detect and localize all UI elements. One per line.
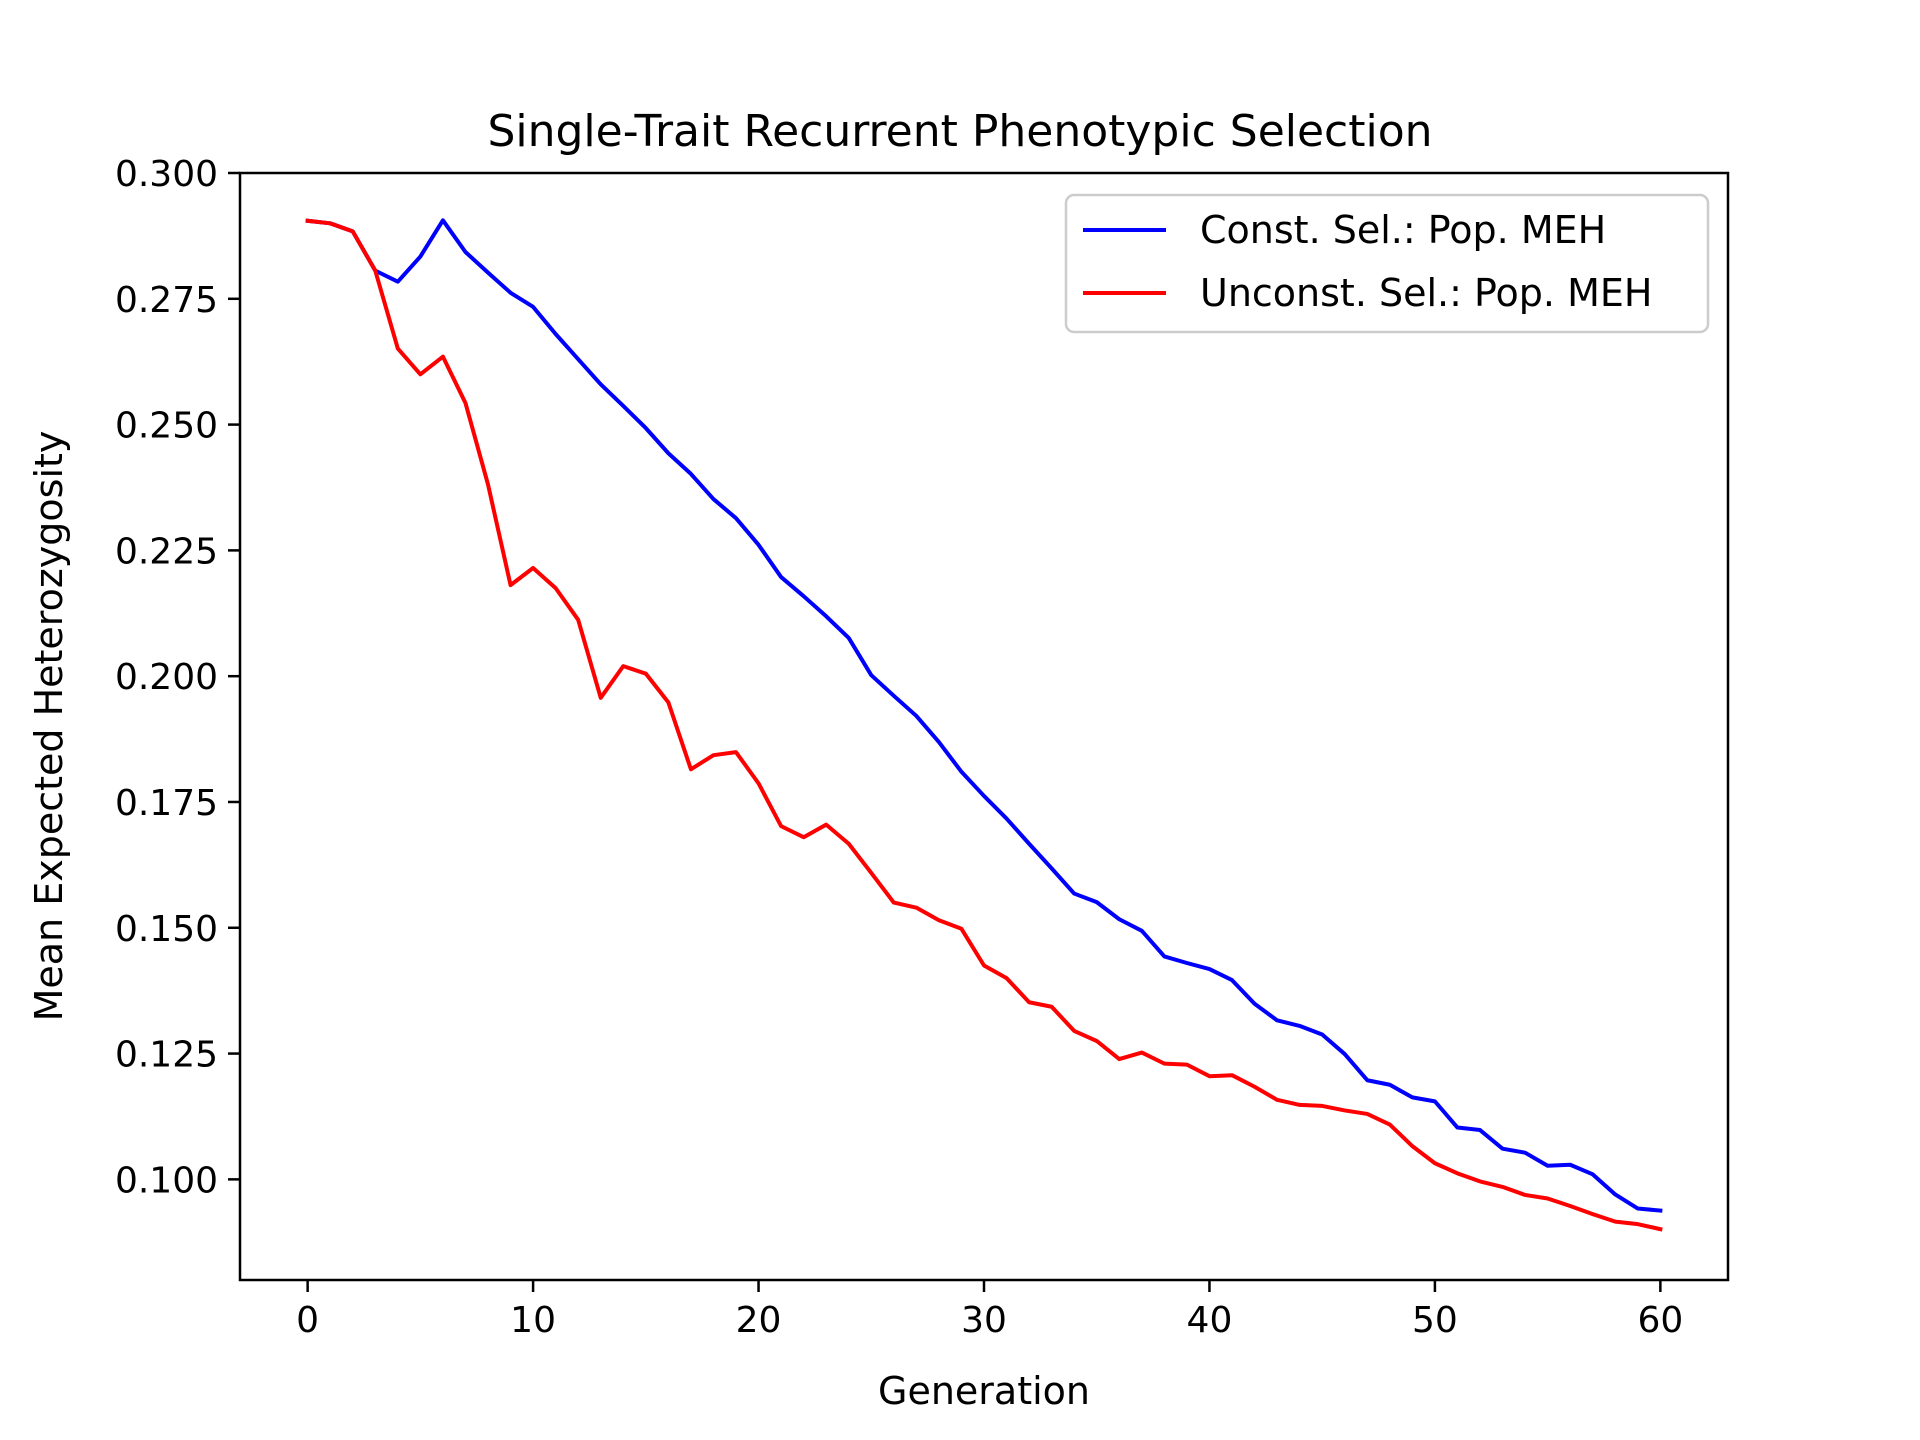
chart-title: Single-Trait Recurrent Phenotypic Select… [487,106,1432,157]
y-axis-label: Mean Expected Heterozygosity [27,431,71,1022]
y-axis-ticks: 0.100 0.125 0.150 0.175 0.200 0.225 0.250 0.275… [115,154,240,1201]
y-tick-label: 0.100 [115,1160,218,1201]
x-axis-ticks: 0 10 20 30 40 50 60 [296,1280,1683,1341]
x-axis-label: Generation [878,1369,1090,1413]
x-tick-label: 10 [510,1300,556,1341]
y-tick-label: 0.275 [115,280,218,321]
y-tick-label: 0.225 [115,531,218,572]
x-tick-label: 0 [296,1300,319,1341]
legend-box [1064,193,1710,334]
x-tick-label: 60 [1637,1300,1683,1341]
series-line-unconst-sel [305,218,1663,1232]
series-line-const-sel [305,218,1663,1213]
legend-label-unconst: Unconst. Sel.: Pop. MEH [1200,271,1652,315]
y-tick-label: 0.150 [115,909,218,950]
plot-area: 0 10 20 30 40 50 60 0.1000.1250.1500.1750.2000… [115,154,1730,1341]
x-tick-label: 40 [1187,1300,1233,1341]
x-tick-label: 30 [961,1300,1007,1341]
x-tick-label: 50 [1412,1300,1458,1341]
y-tick-label: 0.200 [115,657,218,698]
legend: Const. Sel.: Pop. MEH Unconst. Sel.: Pop… [1064,193,1710,334]
legend-label-const: Const. Sel.: Pop. MEH [1200,208,1606,252]
x-tick-label: 20 [736,1300,782,1341]
y-tick-label: 0.175 [115,783,218,824]
series-layer [305,218,1663,1232]
y-tick-label: 0.300 [115,154,218,195]
y-tick-label: 0.125 [115,1035,218,1076]
y-tick-label: 0.250 [115,406,218,447]
